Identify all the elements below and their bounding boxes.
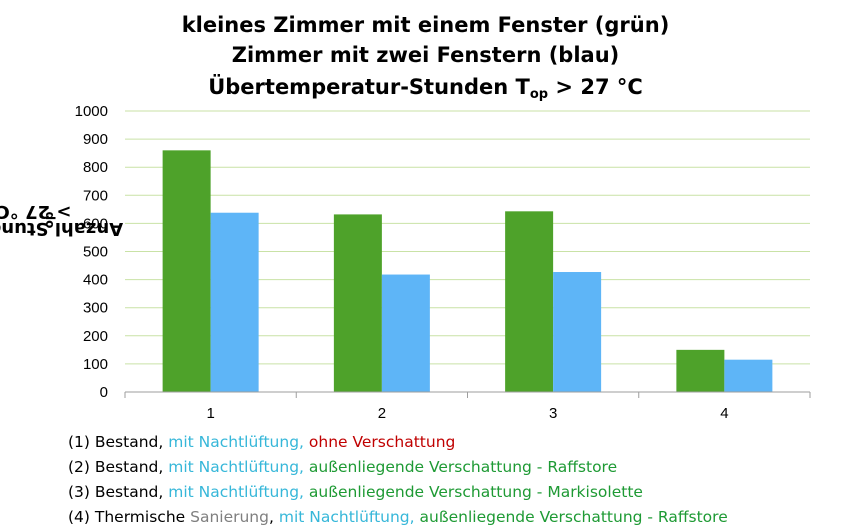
title-3-subscript: op xyxy=(529,87,549,102)
y-tick-label: 500 xyxy=(83,244,108,261)
legend-4-ventilation: mit Nachtlüftung xyxy=(278,508,410,526)
legend-2-shading: außenliegende Verschattung - Raffstore xyxy=(308,458,618,476)
title-3-prefix: Übertemperatur-Stunden T xyxy=(208,75,530,99)
legend-1-ventilation: mit Nachtlüftung xyxy=(168,433,300,451)
legend-1-text: (1) Bestand, xyxy=(68,433,169,451)
bar xyxy=(210,212,259,392)
legend-4-text: (4) Thermische xyxy=(68,508,191,526)
chart-title-line-2: Zimmer mit zwei Fenstern (blau) xyxy=(231,43,620,67)
legend-1-shading: ohne Verschattung xyxy=(308,433,456,451)
bar xyxy=(333,214,382,392)
y-tick-label: 200 xyxy=(83,328,108,345)
legend-3-shading: außenliegende Verschattung - Markisolett… xyxy=(308,483,643,501)
legend-4-shading: außenliegende Verschattung - Raffstore xyxy=(419,508,728,526)
bar xyxy=(676,349,725,392)
y-tick-label: 1000 xyxy=(75,103,108,120)
y-tick-label: 400 xyxy=(83,272,108,289)
y-tick-label: 700 xyxy=(83,187,108,204)
legend-line-2: (2) Bestand, mit Nachtlüftung, außenlieg… xyxy=(68,456,617,478)
legend-2-separator: , xyxy=(299,458,309,476)
title-3-suffix: > 27 °C xyxy=(548,75,643,99)
y-tick-label: 300 xyxy=(83,300,108,317)
chart-title-line-3: Übertemperatur-Stunden Top > 27 °C xyxy=(0,72,851,110)
legend-4-renovation: Sanierung xyxy=(190,508,269,526)
legend-line-1: (1) Bestand, mit Nachtlüftung, ohne Vers… xyxy=(68,431,455,453)
legend-3-ventilation: mit Nachtlüftung xyxy=(168,483,300,501)
legend-3-separator: , xyxy=(299,483,309,501)
bar xyxy=(505,211,554,392)
legend-3-text: (3) Bestand, xyxy=(68,483,169,501)
bar xyxy=(162,150,211,392)
y-tick-label: 900 xyxy=(83,131,108,148)
x-tick-label: 4 xyxy=(720,405,728,422)
y-tick-label: 800 xyxy=(83,159,108,176)
legend-4-comma: , xyxy=(268,508,279,526)
legend-line-3: (3) Bestand, mit Nachtlüftung, außenlieg… xyxy=(68,481,643,503)
x-tick-label: 3 xyxy=(549,405,557,422)
y-tick-label: 100 xyxy=(83,356,108,373)
legend-1-separator: , xyxy=(299,433,309,451)
legend-2-ventilation: mit Nachtlüftung xyxy=(168,458,300,476)
chart-title-line-1: kleines Zimmer mit einem Fenster (grün) xyxy=(181,13,670,37)
legend-4-separator: , xyxy=(409,508,420,526)
bar xyxy=(381,274,430,392)
legend-line-4: (4) Thermische Sanierung, mit Nachtlüftu… xyxy=(68,506,728,528)
y-tick-label: 0 xyxy=(100,384,108,401)
x-tick-label: 2 xyxy=(378,405,386,422)
y-tick-label: 600 xyxy=(83,215,108,232)
legend-2-text: (2) Bestand, xyxy=(68,458,169,476)
bar xyxy=(724,359,773,392)
bar xyxy=(553,272,602,392)
x-tick-label: 1 xyxy=(206,405,214,422)
